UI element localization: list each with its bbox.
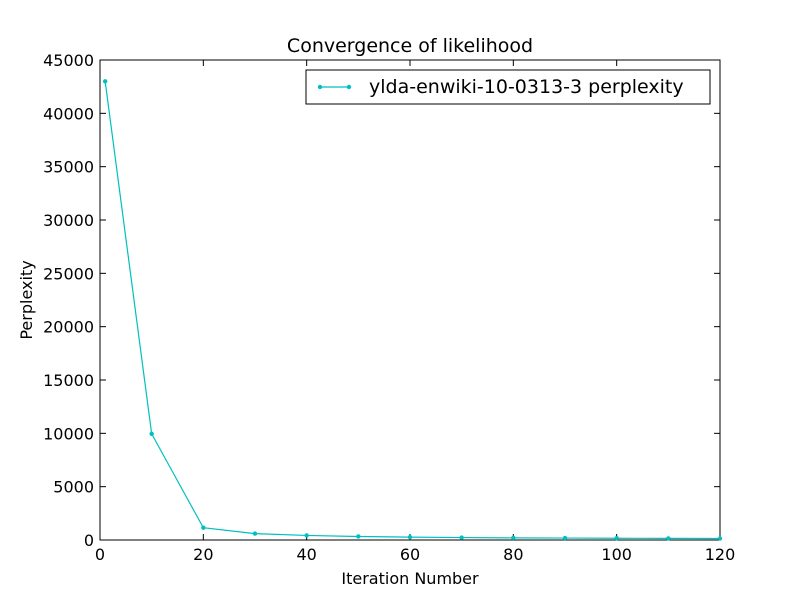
data-point <box>511 535 516 541</box>
x-tick-label: 120 <box>705 545 736 564</box>
data-point <box>717 536 723 541</box>
y-tick-label: 0 <box>84 531 94 550</box>
x-tick-label: 20 <box>193 545 213 564</box>
y-tick-label: 30000 <box>43 211 94 230</box>
x-axis: 0 20 40 60 80 100 120 <box>95 60 735 564</box>
x-tick-label: 40 <box>296 545 316 564</box>
data-point <box>149 431 154 437</box>
y-axis: 0 5000 10000 15000 20000 25000 30000 35000 40000… <box>43 51 720 550</box>
data-point <box>666 536 671 541</box>
data-point <box>562 535 568 541</box>
data-point <box>304 533 309 538</box>
x-tick-label: 0 <box>95 545 105 564</box>
data-point <box>102 79 108 84</box>
y-tick-label: 10000 <box>43 424 94 443</box>
plot-area <box>99 59 721 541</box>
legend-marker <box>317 84 323 90</box>
data-point <box>614 536 619 541</box>
y-tick-label: 40000 <box>43 104 94 123</box>
data-point <box>459 535 464 540</box>
chart-title: Convergence of likelihood <box>287 35 533 57</box>
data-point <box>201 525 206 530</box>
y-tick-label: 5000 <box>53 478 94 497</box>
data-point <box>356 534 361 539</box>
x-axis-label: Iteration Number <box>341 569 479 588</box>
y-tick-label: 20000 <box>43 318 94 337</box>
y-tick-label: 35000 <box>43 158 94 177</box>
y-tick-label: 45000 <box>43 51 94 70</box>
x-tick-label: 80 <box>503 545 523 564</box>
series-layer <box>102 79 723 541</box>
y-tick-label: 15000 <box>43 371 94 390</box>
x-tick-label: 60 <box>400 545 420 564</box>
y-axis-label: Perplexity <box>17 260 36 339</box>
legend-entry-label: ylda-enwiki-10-0313-3 perplexity <box>369 76 684 98</box>
data-point <box>407 534 413 540</box>
legend: ylda-enwiki-10-0313-3 perplexity <box>305 69 711 105</box>
legend-box <box>305 69 711 105</box>
data-point <box>252 531 258 536</box>
legend-marker <box>346 84 352 90</box>
x-tick-label: 100 <box>601 545 632 564</box>
y-tick-label: 25000 <box>43 264 94 283</box>
